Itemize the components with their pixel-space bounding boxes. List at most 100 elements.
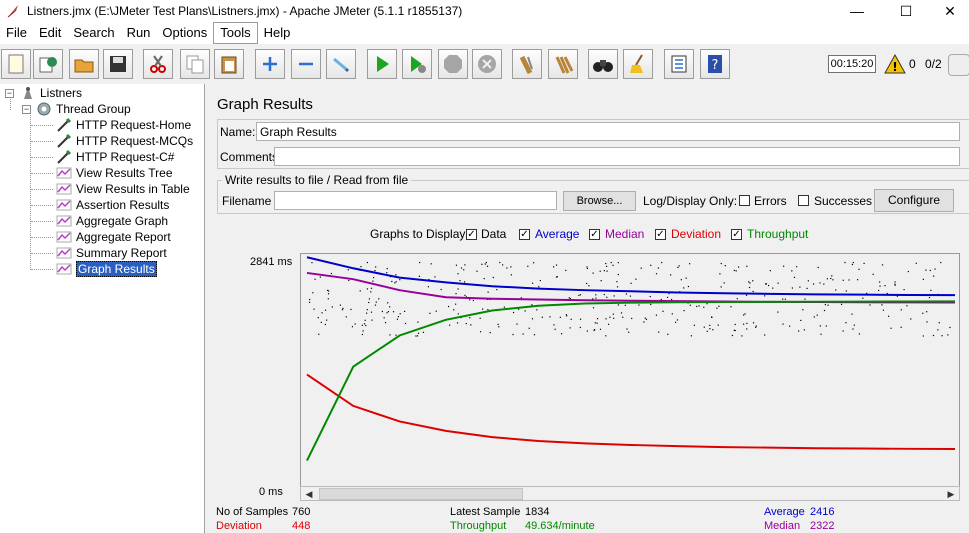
pipette-icon [57, 117, 72, 132]
copy-button[interactable] [180, 49, 210, 79]
data-point [599, 328, 602, 330]
errors-checkbox[interactable] [739, 195, 750, 206]
listener-graph-icon [56, 215, 72, 227]
menu-edit[interactable]: Edit [38, 25, 62, 40]
maximize-button[interactable]: ☐ [899, 2, 913, 19]
data-point [359, 290, 361, 292]
clear-all-button[interactable] [548, 49, 578, 79]
data-point [842, 330, 844, 332]
data-point [823, 309, 826, 312]
filename-input[interactable] [274, 191, 557, 210]
root-expander[interactable]: − [5, 88, 14, 98]
tree-node-aggregate-graph[interactable]: Aggregate Graph [56, 213, 168, 229]
cut-button[interactable] [143, 49, 173, 79]
data-checkbox[interactable]: ✓ [466, 229, 477, 240]
data-point [671, 313, 673, 315]
scroll-left-arrow[interactable]: ◀ [305, 489, 313, 499]
expand-all-button[interactable] [255, 49, 285, 79]
configure-button[interactable]: Configure [874, 189, 954, 212]
new-button[interactable] [1, 49, 31, 79]
data-point [531, 282, 534, 284]
data-point [852, 261, 854, 264]
data-point [415, 335, 417, 337]
menu-run[interactable]: Run [126, 25, 151, 40]
tree-node-summary-report[interactable]: Summary Report [56, 245, 167, 261]
collapse-all-button[interactable] [291, 49, 321, 79]
start-no-pauses-button[interactable] [402, 49, 432, 79]
reset-search-button[interactable] [623, 49, 653, 79]
shutdown-button[interactable] [472, 49, 502, 79]
data-point [482, 308, 484, 310]
data-point [324, 323, 326, 326]
deviation-label: Deviation [216, 520, 262, 532]
browse-button[interactable]: Browse... [563, 191, 636, 211]
tree-node-assertion-results[interactable]: Assertion Results [56, 197, 169, 213]
data-point [872, 273, 874, 275]
start-button[interactable] [367, 49, 397, 79]
errors-label: Errors [754, 194, 787, 208]
data-point [922, 278, 925, 280]
data-point [819, 325, 821, 327]
data-point [510, 266, 512, 268]
data-point [617, 262, 619, 264]
data-point [730, 306, 732, 308]
data-point [851, 313, 853, 315]
clear-button[interactable] [512, 49, 542, 79]
median-series-label: Median [605, 227, 645, 241]
graph-horizontal-scrollbar[interactable]: ◀ ▶ [300, 486, 960, 501]
minimize-button[interactable]: — [850, 3, 864, 19]
templates-button[interactable] [33, 49, 63, 79]
data-point [375, 266, 377, 268]
tree-node-thread-group[interactable]: Thread Group [36, 101, 131, 117]
menu-options[interactable]: Options [162, 25, 208, 40]
scroll-thumb[interactable] [319, 488, 523, 500]
throughput-checkbox[interactable]: ✓ [731, 229, 742, 240]
menu-search[interactable]: Search [73, 25, 115, 40]
data-point [744, 313, 746, 315]
paste-button[interactable] [214, 49, 244, 79]
toggle-button[interactable] [326, 49, 356, 79]
data-point [386, 312, 388, 314]
pipette-icon [57, 133, 72, 148]
close-button[interactable]: ✕ [944, 2, 956, 19]
menu-help[interactable]: Help [263, 25, 291, 40]
stop-button[interactable] [438, 49, 468, 79]
data-point [804, 298, 806, 300]
shutdown-icon [478, 55, 496, 73]
search-button[interactable] [588, 49, 618, 79]
scroll-right-arrow[interactable]: ▶ [947, 489, 955, 499]
data-point [455, 303, 457, 305]
deviation-checkbox[interactable]: ✓ [655, 229, 666, 240]
svg-text:?: ? [712, 58, 719, 73]
average-checkbox[interactable]: ✓ [519, 229, 530, 240]
tree-node-http-request-home[interactable]: HTTP Request-Home [56, 117, 191, 133]
successes-checkbox[interactable] [798, 195, 809, 206]
menu-tools[interactable]: Tools [213, 22, 258, 44]
menu-file[interactable]: File [6, 25, 27, 40]
open-button[interactable] [69, 49, 99, 79]
data-point [578, 294, 580, 297]
data-point [824, 304, 827, 306]
thread-group-expander[interactable]: − [22, 104, 31, 114]
tree-node-http-request-csharp[interactable]: HTTP Request-C# [56, 149, 174, 165]
save-button[interactable] [103, 49, 133, 79]
tree-node-view-results-in-table[interactable]: View Results in Table [56, 181, 190, 197]
tree-node-root[interactable]: Listners [20, 85, 82, 101]
data-point [706, 330, 708, 332]
listener-graph-icon [56, 183, 72, 195]
tree-node-view-results-tree[interactable]: View Results Tree [56, 165, 173, 181]
name-input[interactable] [256, 122, 960, 141]
tree-node-graph-results[interactable]: Graph Results [56, 261, 157, 277]
data-point [366, 261, 368, 264]
median-checkbox[interactable]: ✓ [589, 229, 600, 240]
tree-node-http-request-mcqs[interactable]: HTTP Request-MCQs [56, 133, 193, 149]
data-point [501, 264, 504, 266]
tree-node-aggregate-report[interactable]: Aggregate Report [56, 229, 171, 245]
data-point [745, 294, 748, 296]
data-point [479, 331, 482, 333]
function-helper-button[interactable] [664, 49, 694, 79]
help-button[interactable]: ? [700, 49, 730, 79]
list-icon [671, 55, 687, 73]
warning-icon[interactable]: ! [884, 54, 906, 74]
comments-input[interactable] [274, 147, 960, 166]
